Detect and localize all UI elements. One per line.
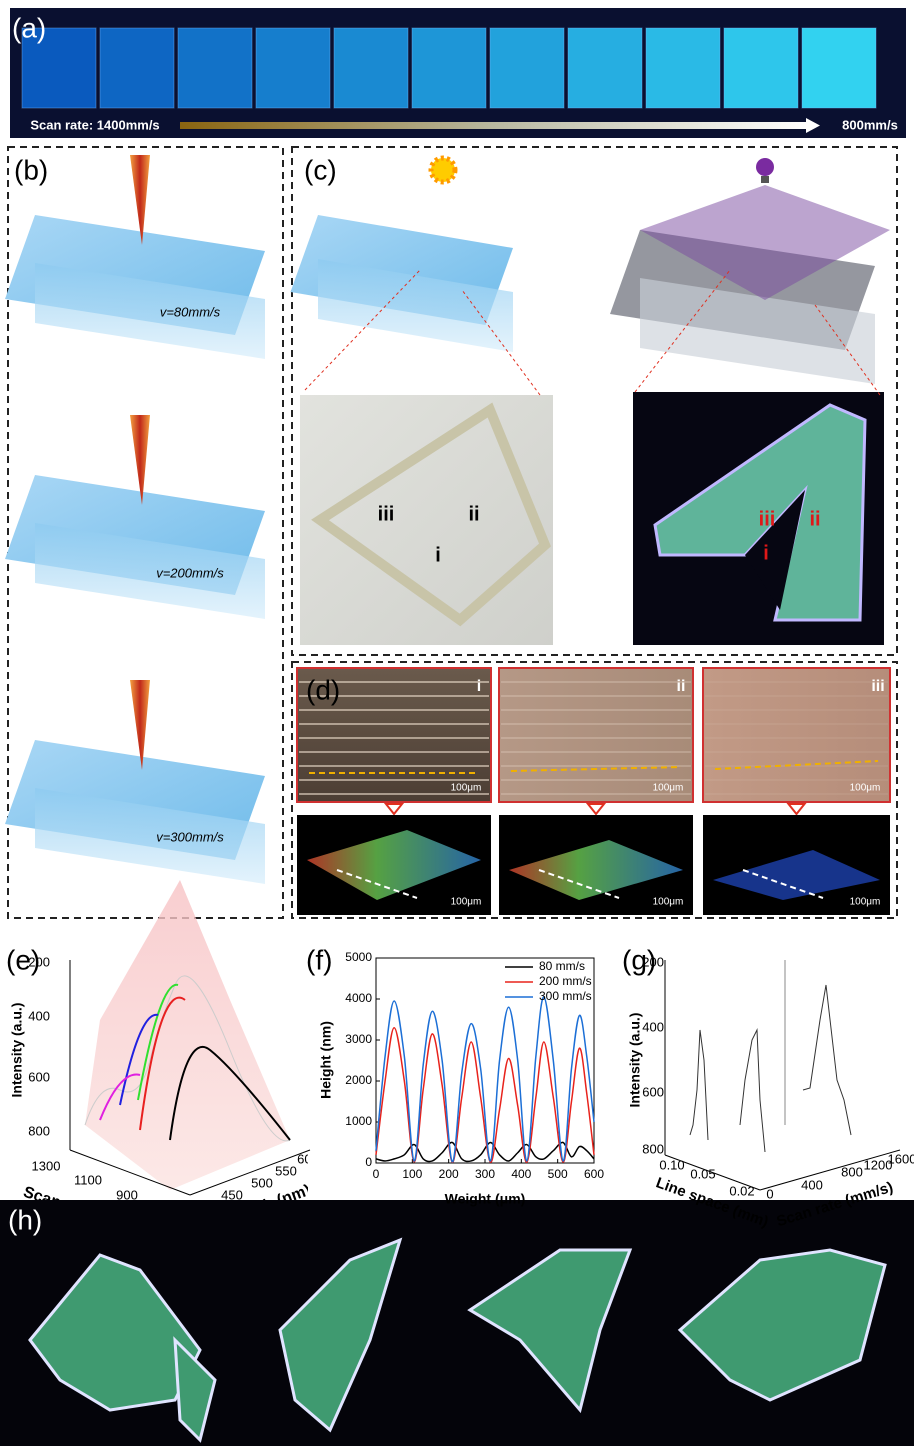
legend-label: 300 mm/s bbox=[539, 989, 592, 1003]
x-tick-label: 0 bbox=[373, 1167, 380, 1181]
down-arrow bbox=[588, 804, 604, 814]
scale-bar: 100μm bbox=[653, 783, 684, 794]
strip-block bbox=[724, 28, 798, 108]
panel-label: (h) bbox=[8, 1204, 42, 1235]
d-tiles bbox=[297, 668, 890, 915]
panel-label: (c) bbox=[304, 154, 337, 185]
e-text: 600 bbox=[28, 1069, 50, 1084]
photo-left bbox=[300, 395, 553, 645]
tile-mark: ii bbox=[677, 678, 686, 695]
scale-bar: 100μm bbox=[850, 783, 881, 794]
scale-bar: 100μm bbox=[451, 897, 482, 908]
g-text: 400 bbox=[801, 1177, 823, 1192]
e-text: 500 bbox=[251, 1175, 273, 1190]
strip-block bbox=[334, 28, 408, 108]
g-text: 600 bbox=[642, 1084, 664, 1099]
g-text: 800 bbox=[841, 1164, 863, 1179]
g-text: 800 bbox=[642, 1141, 664, 1156]
scan-start: Scan rate: 1400mm/s bbox=[30, 117, 159, 132]
y-tick-label: 0 bbox=[365, 1155, 372, 1169]
g-text: 0 bbox=[766, 1186, 773, 1201]
g-text: 400 bbox=[642, 1019, 664, 1034]
speed-label: v=300mm/s bbox=[156, 829, 224, 844]
e-text: 1100 bbox=[74, 1172, 102, 1187]
strip-block bbox=[568, 28, 642, 108]
e-text: 600 bbox=[297, 1151, 319, 1166]
x-tick-label: 400 bbox=[511, 1167, 531, 1181]
scan-end: 800mm/s bbox=[842, 117, 898, 132]
g-line bbox=[803, 985, 851, 1135]
x-tick-label: 500 bbox=[548, 1167, 568, 1181]
panel-label: (d) bbox=[306, 674, 340, 705]
region-mark: i bbox=[435, 544, 441, 566]
x-tick-label: 300 bbox=[475, 1167, 495, 1181]
e-text: 1300 bbox=[32, 1158, 61, 1173]
speed-label: v=80mm/s bbox=[160, 304, 221, 319]
y-title: Height (nm) bbox=[318, 1021, 334, 1099]
tile-mark: iii bbox=[871, 678, 884, 695]
region-mark: ii bbox=[809, 508, 820, 530]
strip-block bbox=[412, 28, 486, 108]
layout bbox=[0, 8, 914, 1446]
legend-label: 80 mm/s bbox=[539, 959, 585, 973]
g-text: 0.10 bbox=[659, 1157, 684, 1172]
figure: (a) Scan rate: 1400mm/s 800mm/s (b) v=80mm/s… bbox=[0, 0, 914, 1446]
g-text: Intensity (a.u.) bbox=[627, 1013, 643, 1108]
e-text: 200 bbox=[28, 954, 50, 969]
g-text: 1600 bbox=[888, 1151, 914, 1166]
x-tick-label: 200 bbox=[439, 1167, 459, 1181]
y-tick-label: 3000 bbox=[345, 1032, 372, 1046]
g-line bbox=[690, 1030, 708, 1140]
sun bbox=[431, 158, 455, 182]
scale-bar: 100μm bbox=[451, 783, 482, 794]
y-tick-label: 4000 bbox=[345, 991, 372, 1005]
panel-label: (b) bbox=[14, 154, 48, 185]
region-mark: iii bbox=[378, 503, 395, 525]
e-text: 800 bbox=[28, 1123, 50, 1138]
y-tick-label: 2000 bbox=[345, 1073, 372, 1087]
region-mark: ii bbox=[468, 503, 479, 525]
e-text: 550 bbox=[275, 1163, 297, 1178]
speed-label: v=200mm/s bbox=[156, 565, 224, 580]
panel-label: (f) bbox=[306, 944, 332, 975]
bulb bbox=[756, 158, 774, 176]
y-tick-label: 1000 bbox=[345, 1114, 372, 1128]
x-tick-label: 100 bbox=[402, 1167, 422, 1181]
scale-bar: 100μm bbox=[850, 897, 881, 908]
bulb-base bbox=[761, 176, 769, 183]
strip-block bbox=[646, 28, 720, 108]
g-text: 0.02 bbox=[729, 1183, 754, 1198]
g-line bbox=[740, 1030, 765, 1152]
scan-arrow bbox=[180, 122, 806, 129]
y-tick-label: 5000 bbox=[345, 950, 372, 964]
g-text: 200 bbox=[642, 954, 664, 969]
strip-block bbox=[802, 28, 876, 108]
e-fill bbox=[85, 880, 290, 1190]
tile-mark: i bbox=[477, 678, 481, 695]
panel-label: (a) bbox=[12, 12, 46, 43]
x-title: Weight (μm) bbox=[445, 1191, 526, 1207]
strip-block bbox=[256, 28, 330, 108]
strip bbox=[22, 28, 876, 108]
down-arrow bbox=[789, 804, 805, 814]
x-tick-label: 600 bbox=[584, 1167, 604, 1181]
strip-block bbox=[490, 28, 564, 108]
region-mark: i bbox=[763, 542, 769, 564]
e-text: 400 bbox=[28, 1008, 50, 1023]
e-text: Intensity (a.u.) bbox=[9, 1003, 25, 1098]
strip-block bbox=[100, 28, 174, 108]
down-arrow bbox=[386, 804, 402, 814]
region-mark: iii bbox=[759, 508, 776, 530]
scale-bar: 100μm bbox=[653, 897, 684, 908]
legend-label: 200 mm/s bbox=[539, 974, 592, 988]
g-text: 0.05 bbox=[690, 1166, 715, 1181]
strip-block bbox=[178, 28, 252, 108]
